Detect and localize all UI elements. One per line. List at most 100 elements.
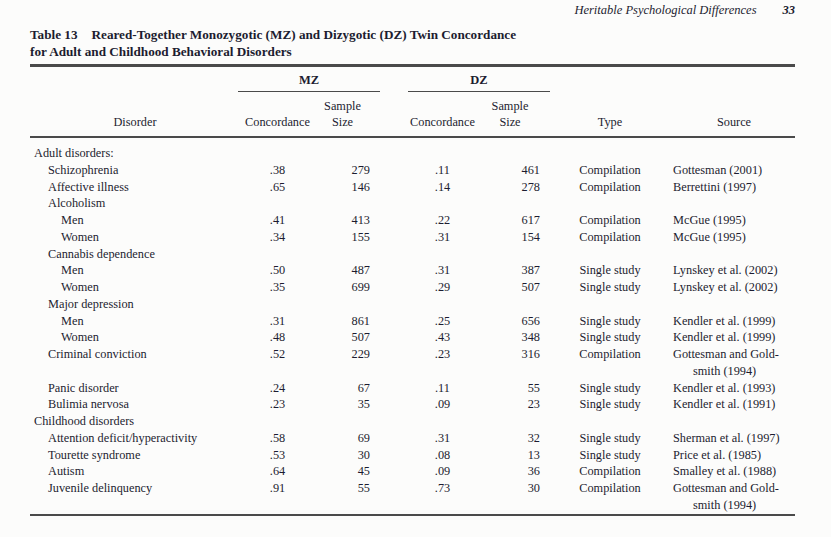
cell-type: Compilation xyxy=(565,346,655,363)
cell-disorder: Bulimia nervosa xyxy=(30,396,240,413)
cell-disorder: Adult disorders: xyxy=(30,145,240,162)
cell-dz-concordance: .29 xyxy=(405,279,480,296)
cell-disorder: Women xyxy=(30,279,240,296)
header-dz-sample-size: SampleSize xyxy=(480,98,540,130)
cell-type: Compilation xyxy=(565,212,655,229)
running-head-title: Heritable Psychological Differences xyxy=(574,3,756,18)
cell-mz-concordance: .23 xyxy=(240,396,315,413)
cell-dz-sample-size: 617 xyxy=(480,212,540,229)
cell-disorder: Major depression xyxy=(30,296,240,313)
cell-mz-sample-size: 69 xyxy=(315,430,370,447)
cell-mz-sample-size: 35 xyxy=(315,396,370,413)
cell-mz-sample-size: 146 xyxy=(315,179,370,196)
cell-source: Kendler et al. (1991) xyxy=(673,396,795,413)
cell-type: Compilation xyxy=(565,229,655,246)
cell-source: Kendler et al. (1999) xyxy=(673,313,795,330)
cell-mz-sample-size: 487 xyxy=(315,262,370,279)
table-row: Bulimia nervosa .23 35 .09 23 Single stu… xyxy=(30,396,795,413)
cell-mz-concordance: .31 xyxy=(240,313,315,330)
cell-dz-sample-size: 154 xyxy=(480,229,540,246)
cell-dz-concordance: .11 xyxy=(405,162,480,179)
cell-source: McGue (1995) xyxy=(673,212,795,229)
header-size-word: Size xyxy=(332,115,353,129)
table-row: Alcoholism xyxy=(30,195,795,212)
cell-source: Gottesman and Gold-smith (1994) xyxy=(673,346,795,380)
table-row: Men .41 413 .22 617 Compilation McGue (1… xyxy=(30,212,795,229)
cell-dz-concordance: .08 xyxy=(405,447,480,464)
running-head: Heritable Psychological Differences 33 xyxy=(574,3,795,18)
cell-dz-sample-size: 55 xyxy=(480,380,540,397)
cell-dz-sample-size: 348 xyxy=(480,329,540,346)
cell-dz-sample-size: 30 xyxy=(480,480,540,497)
cell-dz-concordance: .25 xyxy=(405,313,480,330)
header-type: Type xyxy=(565,114,655,130)
cell-disorder: Criminal conviction xyxy=(30,346,240,363)
cell-dz-sample-size: 461 xyxy=(480,162,540,179)
cell-mz-concordance: .50 xyxy=(240,262,315,279)
cell-disorder: Schizophrenia xyxy=(30,162,240,179)
cell-disorder: Women xyxy=(30,229,240,246)
table-row: Men .50 487 .31 387 Single study Lynskey… xyxy=(30,262,795,279)
header-disorder: Disorder xyxy=(30,114,240,130)
table-body: Adult disorders: Schizophrenia .38 279 .… xyxy=(30,138,795,514)
cell-mz-concordance: .48 xyxy=(240,329,315,346)
header-dz-concordance: Concordance xyxy=(405,114,480,130)
table-row: Criminal conviction .52 229 .23 316 Comp… xyxy=(30,346,795,380)
cell-type: Compilation xyxy=(565,480,655,497)
cell-source: Gottesman (2001) xyxy=(673,162,795,179)
cell-mz-concordance: .58 xyxy=(240,430,315,447)
column-group-row: MZ DZ xyxy=(30,67,795,92)
cell-mz-sample-size: 279 xyxy=(315,162,370,179)
cell-type: Single study xyxy=(565,396,655,413)
cell-mz-concordance: .53 xyxy=(240,447,315,464)
cell-mz-concordance: .52 xyxy=(240,346,315,363)
cell-disorder: Autism xyxy=(30,463,240,480)
cell-mz-sample-size: 30 xyxy=(315,447,370,464)
cell-mz-sample-size: 861 xyxy=(315,313,370,330)
cell-type: Compilation xyxy=(565,463,655,480)
cell-dz-concordance: .09 xyxy=(405,396,480,413)
cell-dz-concordance: .31 xyxy=(405,430,480,447)
cell-disorder: Cannabis dependence xyxy=(30,246,240,263)
table-row: Panic disorder .24 67 .11 55 Single stud… xyxy=(30,380,795,397)
cell-type: Single study xyxy=(565,430,655,447)
page: { "colors": { "ink": "#1c1c30", "rule": … xyxy=(0,0,831,537)
header-sample-word: Sample xyxy=(324,99,361,113)
cell-disorder: Women xyxy=(30,329,240,346)
cell-disorder: Juvenile delinquency xyxy=(30,480,240,497)
cell-mz-sample-size: 699 xyxy=(315,279,370,296)
cell-source: Berrettini (1997) xyxy=(673,179,795,196)
table-row: Juvenile delinquency .91 55 .73 30 Compi… xyxy=(30,480,795,514)
header-size-word: Size xyxy=(499,115,520,129)
cell-disorder: Men xyxy=(30,262,240,279)
cell-type: Compilation xyxy=(565,179,655,196)
table-row: Adult disorders: xyxy=(30,145,795,162)
cell-mz-sample-size: 67 xyxy=(315,380,370,397)
table-13: Table 13Reared-Together Monozygotic (MZ)… xyxy=(30,26,795,516)
table-header-row: Disorder Concordance SampleSize Concorda… xyxy=(30,92,795,136)
cell-type: Compilation xyxy=(565,162,655,179)
table-title-text: Reared-Together Monozygotic (MZ) and Diz… xyxy=(92,27,517,42)
cell-disorder: Men xyxy=(30,313,240,330)
cell-dz-sample-size: 507 xyxy=(480,279,540,296)
cell-source: Smalley et al. (1988) xyxy=(673,463,795,480)
cell-dz-sample-size: 278 xyxy=(480,179,540,196)
table-row: Childhood disorders xyxy=(30,413,795,430)
header-mz-sample-size: Sample Size xyxy=(315,98,370,130)
cell-disorder: Men xyxy=(30,212,240,229)
cell-source: McGue (1995) xyxy=(673,229,795,246)
cell-dz-concordance: .23 xyxy=(405,346,480,363)
cell-type: Single study xyxy=(565,262,655,279)
table-row: Women .35 699 .29 507 Single study Lynsk… xyxy=(30,279,795,296)
cell-dz-sample-size: 656 xyxy=(480,313,540,330)
cell-source: Lynskey et al. (2002) xyxy=(673,262,795,279)
cell-disorder: Childhood disorders xyxy=(30,413,240,430)
cell-source: Gottesman and Gold-smith (1994) xyxy=(673,480,795,514)
cell-disorder: Attention deficit/hyperactivity xyxy=(30,430,240,447)
cell-mz-concordance: .38 xyxy=(240,162,315,179)
cell-mz-concordance: .34 xyxy=(240,229,315,246)
cell-source: Sherman et al. (1997) xyxy=(673,430,795,447)
cell-type: Single study xyxy=(565,329,655,346)
cell-mz-sample-size: 55 xyxy=(315,480,370,497)
table-row: Tourette syndrome .53 30 .08 13 Single s… xyxy=(30,447,795,464)
